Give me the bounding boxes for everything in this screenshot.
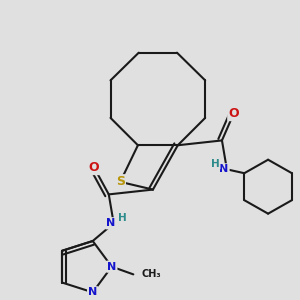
Text: N: N bbox=[88, 287, 98, 297]
Text: O: O bbox=[228, 107, 239, 120]
Text: N: N bbox=[219, 164, 229, 174]
Text: N: N bbox=[106, 218, 116, 228]
Text: N: N bbox=[107, 262, 116, 272]
Text: H: H bbox=[118, 212, 127, 223]
Text: CH₃: CH₃ bbox=[141, 269, 161, 279]
Text: S: S bbox=[116, 176, 125, 188]
Text: H: H bbox=[211, 159, 220, 169]
Text: O: O bbox=[89, 161, 99, 174]
